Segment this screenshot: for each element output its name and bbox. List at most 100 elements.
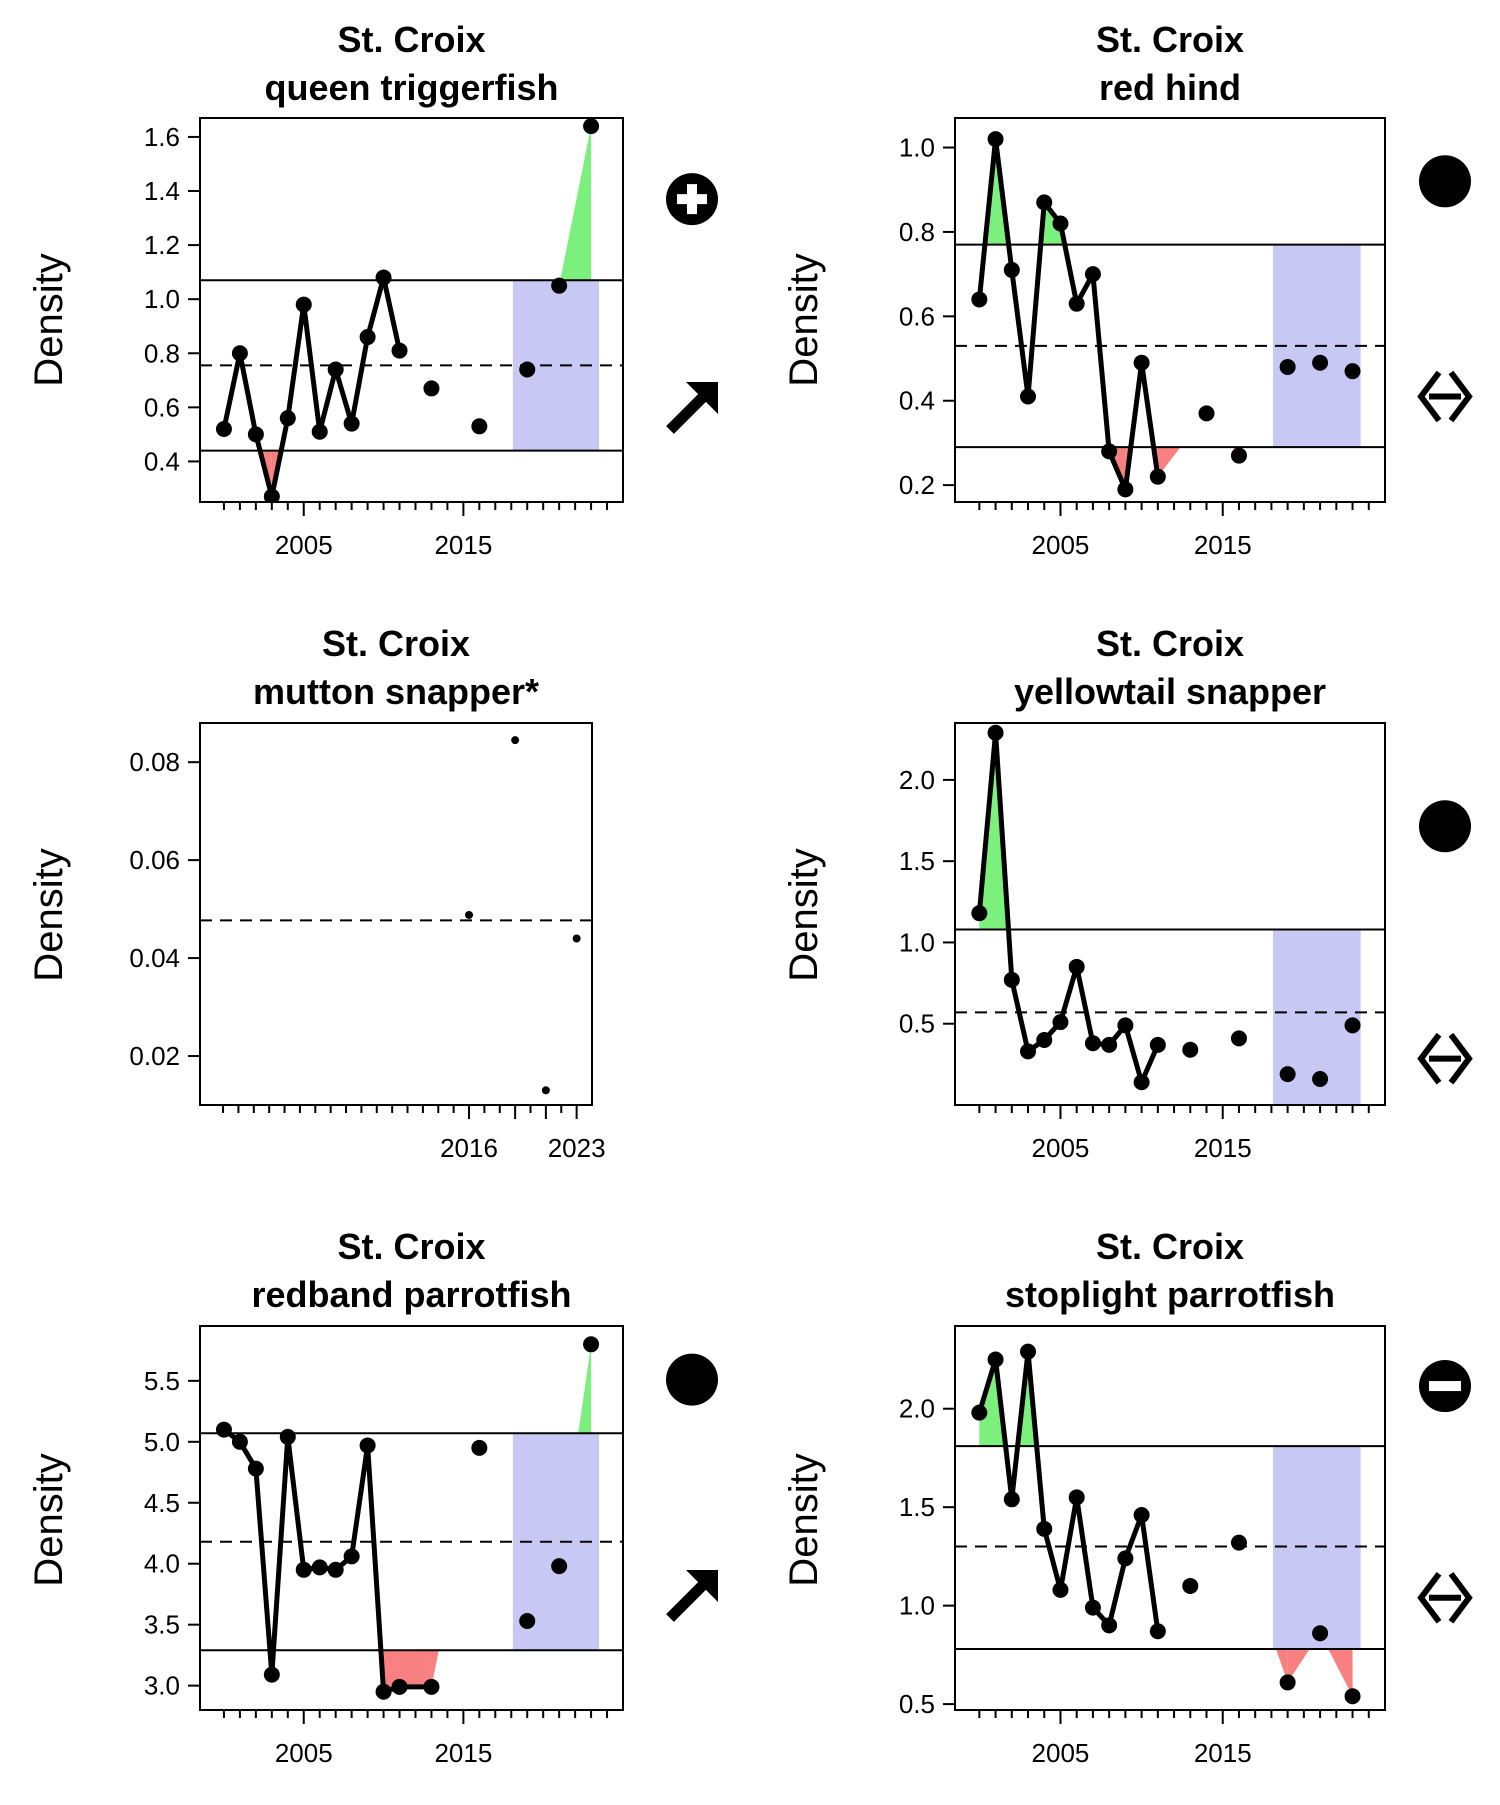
data-point	[1345, 363, 1361, 379]
minus-circle-icon	[1419, 1360, 1471, 1412]
data-point	[511, 736, 519, 744]
data-point	[971, 1405, 987, 1421]
data-point	[1117, 1550, 1133, 1566]
data-point	[248, 1461, 264, 1477]
x-tick-label: 2005	[1032, 530, 1090, 560]
data-point	[988, 131, 1004, 147]
plus-circle-icon	[666, 173, 718, 225]
data-point	[296, 1562, 312, 1578]
data-point	[376, 270, 392, 286]
y-tick-label: 0.5	[899, 1689, 935, 1719]
data-point	[1117, 481, 1133, 497]
data-point	[376, 1684, 392, 1700]
data-point	[1280, 1066, 1296, 1082]
data-point	[1312, 1071, 1328, 1087]
plot-area	[955, 725, 1385, 1105]
above-threshold-fill	[560, 126, 591, 280]
y-tick-label: 2.0	[899, 1394, 935, 1424]
data-point	[423, 1679, 439, 1695]
data-point	[1101, 443, 1117, 459]
y-tick-label: 0.5	[899, 1009, 935, 1039]
data-point	[328, 361, 344, 377]
data-point	[1280, 1674, 1296, 1690]
y-tick-label: 4.5	[144, 1488, 180, 1518]
plot-area	[200, 118, 623, 504]
chart-title: St. Croix	[337, 1226, 485, 1267]
y-tick-label: 1.6	[144, 122, 180, 152]
data-point	[1085, 1035, 1101, 1051]
x-tick-label: 2015	[1194, 530, 1252, 560]
data-point	[465, 911, 473, 919]
data-point	[280, 1429, 296, 1445]
plot-area	[200, 1336, 623, 1699]
data-point	[1036, 194, 1052, 210]
data-point	[1085, 266, 1101, 282]
data-point	[423, 380, 439, 396]
x-tick-label: 2016	[440, 1133, 498, 1163]
data-point	[360, 329, 376, 345]
data-point	[1231, 1535, 1247, 1551]
y-tick-label: 0.08	[129, 747, 180, 777]
arrow-up-right-icon	[670, 1570, 718, 1618]
y-tick-label: 0.02	[129, 1041, 180, 1071]
y-tick-label: 2.0	[899, 765, 935, 795]
data-point	[1052, 1582, 1068, 1598]
data-point	[1345, 1688, 1361, 1704]
series-line	[979, 139, 1157, 489]
y-tick-label: 1.5	[899, 846, 935, 876]
data-point	[1312, 1625, 1328, 1641]
data-point	[360, 1437, 376, 1453]
data-point	[1101, 1037, 1117, 1053]
data-point	[1085, 1600, 1101, 1616]
y-tick-label: 3.0	[144, 1671, 180, 1701]
data-point	[312, 424, 328, 440]
x-tick-label: 2015	[1194, 1738, 1252, 1768]
data-point	[471, 1440, 487, 1456]
chart-title: St. Croix	[322, 623, 470, 664]
data-point	[216, 1422, 232, 1438]
filled-circle-icon	[1419, 800, 1471, 852]
data-point	[392, 343, 408, 359]
data-point	[1036, 1032, 1052, 1048]
y-tick-label: 1.0	[144, 284, 180, 314]
data-point	[344, 416, 360, 432]
data-point	[1199, 405, 1215, 421]
y-tick-label: 0.04	[129, 943, 180, 973]
x-tick-label: 2005	[275, 530, 333, 560]
filled-circle-icon	[666, 1354, 718, 1406]
x-tick-label: 2005	[1032, 1133, 1090, 1163]
y-tick-label: 0.2	[899, 470, 935, 500]
data-point	[988, 1351, 1004, 1367]
y-tick-label: 1.0	[899, 133, 935, 163]
data-point	[519, 361, 535, 377]
data-point	[1020, 389, 1036, 405]
data-point	[344, 1548, 360, 1564]
y-axis-label: Density	[27, 848, 71, 981]
y-tick-label: 1.4	[144, 176, 180, 206]
data-point	[280, 410, 296, 426]
data-point	[1036, 1521, 1052, 1537]
data-point	[988, 725, 1004, 741]
data-point	[1231, 1030, 1247, 1046]
data-point	[1150, 1037, 1166, 1053]
data-point	[1052, 1014, 1068, 1030]
data-point	[1345, 1017, 1361, 1033]
data-point	[296, 297, 312, 313]
data-point	[1134, 355, 1150, 371]
y-tick-label: 0.4	[144, 446, 180, 476]
y-tick-label: 1.5	[899, 1492, 935, 1522]
chart-title: St. Croix	[337, 19, 485, 60]
above-threshold-fill	[578, 1344, 591, 1433]
data-point	[1280, 359, 1296, 375]
y-axis-label: Density	[782, 1453, 826, 1586]
x-tick-label: 2005	[1032, 1738, 1090, 1768]
y-tick-label: 5.0	[144, 1427, 180, 1457]
data-point	[216, 421, 232, 437]
chart-subtitle: yellowtail snapper	[1014, 671, 1326, 712]
data-point	[1004, 1491, 1020, 1507]
data-point	[1150, 1623, 1166, 1639]
